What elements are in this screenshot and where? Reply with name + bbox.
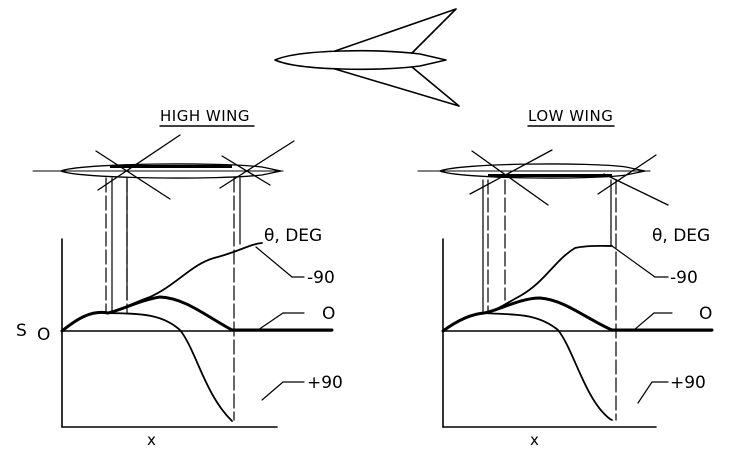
curve-label-zero: O [322, 304, 335, 324]
curve-label-zero: O [699, 304, 712, 324]
wing-trailing-ray-1 [219, 140, 295, 189]
leader-zero [257, 312, 284, 331]
leader-plus-90 [261, 381, 284, 401]
low-wing-body [488, 174, 612, 177]
wing-leading-ray-2 [95, 150, 171, 200]
low-wing-panel: LOW WING [417, 107, 714, 449]
origin-label: O [37, 325, 50, 345]
high-wing-title: HIGH WING [160, 107, 250, 125]
aircraft-planform-icon [274, 8, 460, 107]
fuselage-outline [274, 49, 447, 71]
curve-zero [60, 295, 334, 333]
low-wing-title: LOW WING [528, 107, 613, 125]
curve-label-plus-90: +90 [670, 373, 706, 393]
curve-zero [441, 296, 714, 333]
low-wing-side-view [417, 149, 669, 206]
y-axis-label: S [16, 321, 27, 341]
high-wing-axes [61, 238, 333, 428]
low-wing-projection-guides [482, 179, 617, 421]
curve-label-minus-90: -90 [307, 268, 335, 288]
curve-plus-90 [483, 312, 613, 421]
curve-minus-90 [61, 242, 263, 332]
curve-label-minus-90: -90 [670, 268, 698, 288]
high-wing-body [110, 165, 232, 168]
high-wing-leaders [255, 246, 305, 401]
high-wing-curves [60, 242, 334, 422]
high-wing-panel: HIGH WING [16, 107, 343, 449]
low-wing-leaders [611, 245, 673, 404]
theta-deg-label: θ, DEG [652, 226, 710, 246]
x-axis-label: x [530, 431, 539, 449]
theta-deg-label: θ, DEG [264, 226, 322, 246]
curve-label-plus-90: +90 [307, 373, 343, 393]
upper-wing-outline [334, 8, 457, 54]
curve-plus-90 [107, 312, 233, 422]
wing-trailing-ray-1 [597, 154, 657, 195]
high-wing-projection-guides [105, 177, 241, 421]
lower-wing-outline [334, 66, 460, 107]
wing-trailing-ray-2 [603, 173, 669, 206]
wing-leading-ray-1 [469, 149, 553, 195]
low-wing-curves [441, 244, 714, 421]
leader-zero [633, 312, 655, 331]
wing-leading-ray-1 [97, 134, 181, 191]
high-wing-side-view [32, 134, 295, 200]
leader-plus-90 [637, 381, 653, 404]
wing-trailing-ray-2 [221, 155, 271, 186]
leader-minus-90 [611, 245, 656, 278]
wing-leading-ray-2 [471, 150, 549, 206]
x-axis-label: x [147, 431, 156, 449]
leader-minus-90 [255, 246, 293, 278]
